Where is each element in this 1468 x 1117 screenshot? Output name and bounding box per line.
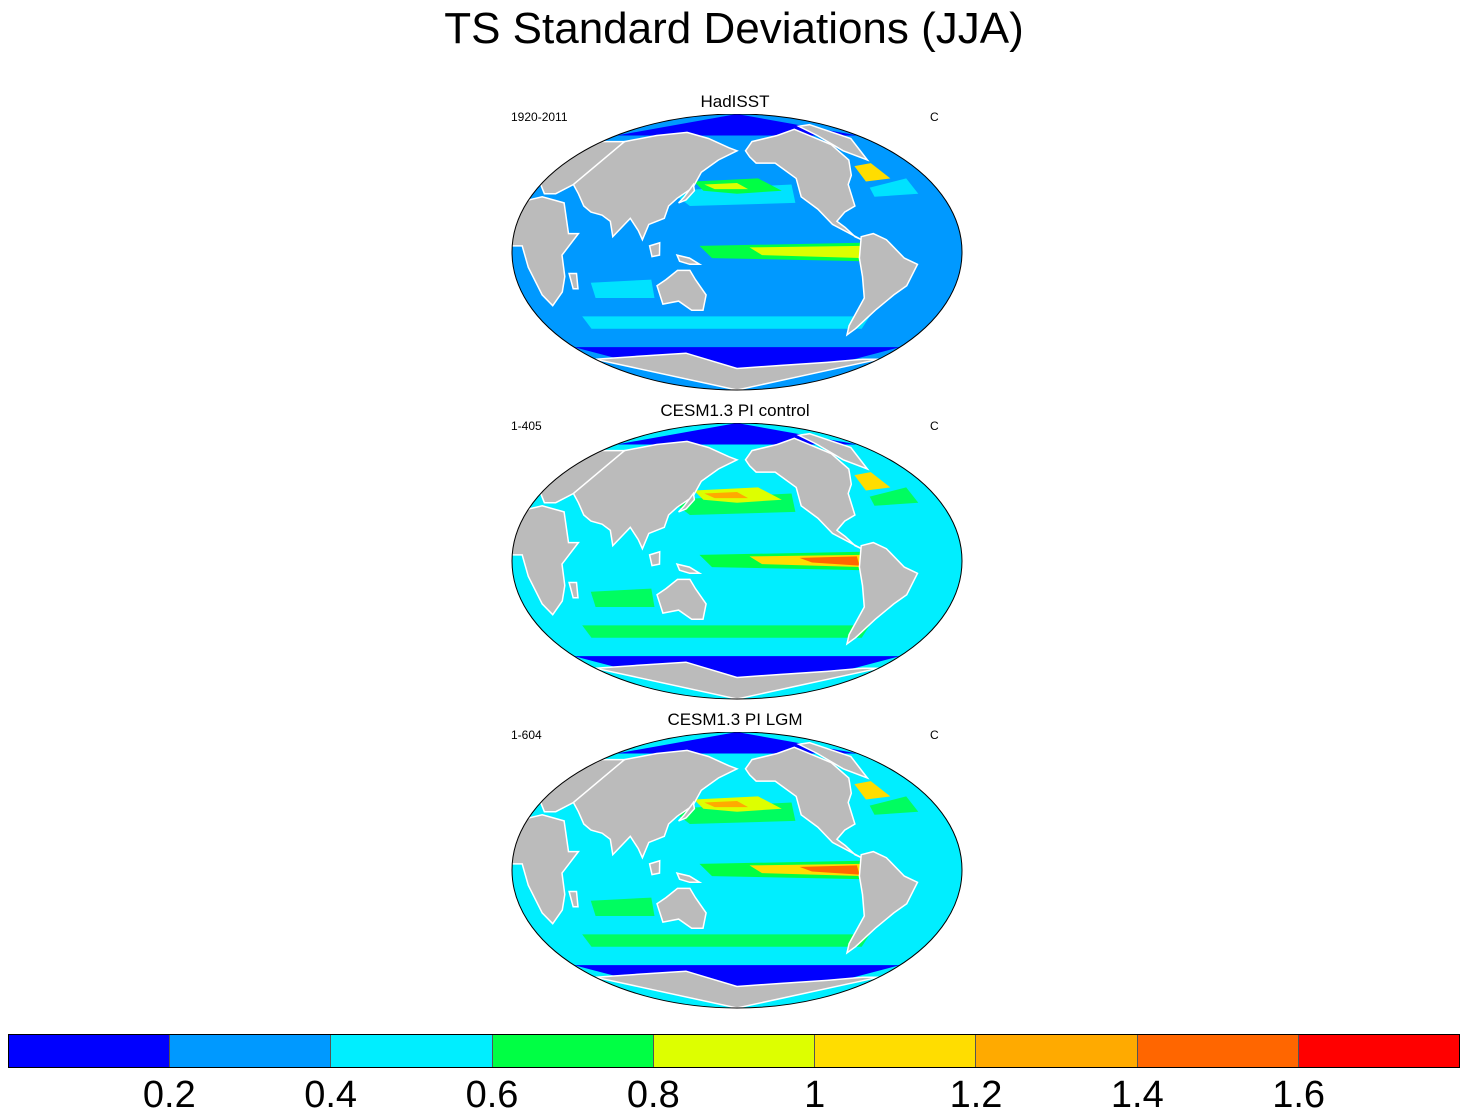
- land-japan: [678, 800, 696, 822]
- land-australia: [656, 269, 707, 312]
- panel-title: HadISST: [700, 92, 770, 111]
- variability-band: [590, 897, 655, 916]
- land-australia: [656, 887, 707, 930]
- variability-band: [869, 796, 919, 815]
- colorbar-swatch: [976, 1035, 1138, 1067]
- map-content: [512, 423, 962, 699]
- land-borneo: [648, 550, 661, 567]
- colorbar-tick-label: 1.6: [1272, 1074, 1326, 1116]
- north-atlantic-anomaly: [854, 163, 891, 182]
- panel-years: 1-405: [511, 419, 542, 433]
- north-pacific-core: [704, 801, 749, 808]
- panel-title: CESM1.3 PI LGM: [667, 710, 803, 729]
- map-outline: [511, 423, 963, 700]
- panel-years: 1920-2011: [511, 110, 568, 124]
- land-greenland: [796, 741, 870, 780]
- colorbar-swatch: [9, 1035, 171, 1067]
- land-antarctica: [595, 970, 879, 1008]
- figure-title: TS Standard Deviations (JJA): [444, 4, 1024, 53]
- north-atlantic-anomaly: [854, 472, 891, 491]
- map-svg: [511, 423, 963, 700]
- panel-units: C: [930, 110, 939, 124]
- colorbar-swatch: [653, 1035, 816, 1067]
- land-antarctica: [595, 661, 879, 699]
- land-madagascar: [568, 272, 579, 290]
- panel-units: C: [930, 419, 939, 433]
- colorbar-swatch: [492, 1035, 654, 1067]
- map-panel-lgm: CESM1.3 PI LGM 1-604 C: [500, 710, 970, 1018]
- panel-years: 1-604: [511, 728, 542, 742]
- colorbar-tick-label: 0.2: [142, 1074, 196, 1116]
- land-asia: [572, 749, 739, 860]
- north-atlantic-anomaly: [854, 781, 891, 800]
- enso-tongue-mid: [749, 245, 865, 259]
- land-samerica: [845, 850, 919, 955]
- variability-band: [582, 625, 870, 638]
- colorbar-swatch: [815, 1035, 977, 1067]
- variability-band: [869, 178, 919, 197]
- north-pacific-core: [704, 183, 749, 190]
- colorbar-tick-label: 1: [804, 1074, 826, 1116]
- land-borneo: [648, 241, 661, 258]
- colorbar-tick-label: 0.8: [626, 1074, 680, 1116]
- land-borneo: [648, 859, 661, 876]
- variability-band: [590, 588, 655, 607]
- land-antarctica: [595, 352, 879, 390]
- panel-title: CESM1.3 PI control: [660, 401, 810, 420]
- land-newguinea: [675, 563, 703, 575]
- map-content: [512, 732, 962, 1008]
- colorbar-swatch: [1137, 1035, 1299, 1067]
- land-newguinea: [675, 872, 703, 884]
- map-outline: [511, 732, 963, 1009]
- land-madagascar: [568, 581, 579, 599]
- land-japan: [678, 491, 696, 513]
- variability-band: [582, 316, 870, 329]
- land-namerica: [744, 746, 862, 859]
- colorbar-tick-label: 0.6: [465, 1074, 519, 1116]
- land-greenland: [796, 432, 870, 471]
- colorbar-swatch: [331, 1035, 493, 1067]
- colorbar-swatch: [170, 1035, 332, 1067]
- variability-band: [582, 934, 870, 947]
- colorbar-swatch: [1298, 1035, 1459, 1067]
- land-madagascar: [568, 890, 579, 908]
- variability-band: [590, 279, 655, 298]
- land-samerica: [845, 232, 919, 337]
- land-newguinea: [675, 254, 703, 266]
- map-svg: [511, 114, 963, 391]
- land-asia: [572, 440, 739, 551]
- enso-tongue-core: [799, 556, 860, 566]
- map-content: [512, 114, 962, 390]
- enso-tongue-core: [799, 865, 860, 875]
- colorbar: [8, 1034, 1460, 1068]
- map-svg: [511, 732, 963, 1009]
- panel-units: C: [930, 728, 939, 742]
- land-greenland: [796, 123, 870, 162]
- north-pacific-core: [704, 492, 749, 499]
- colorbar-tick-label: 1.2: [949, 1074, 1003, 1116]
- land-namerica: [744, 437, 862, 550]
- land-australia: [656, 578, 707, 621]
- land-samerica: [845, 541, 919, 646]
- land-namerica: [744, 128, 862, 241]
- variability-band: [869, 487, 919, 506]
- colorbar-tick-label: 0.4: [304, 1074, 358, 1116]
- map-panel-hadisst: HadISST 1920-2011 C: [500, 92, 970, 400]
- map-panel-pi-control: CESM1.3 PI control 1-405 C: [500, 401, 970, 709]
- land-asia: [572, 131, 739, 242]
- colorbar-tick-label: 1.4: [1110, 1074, 1164, 1116]
- map-outline: [511, 114, 963, 391]
- land-japan: [678, 182, 696, 204]
